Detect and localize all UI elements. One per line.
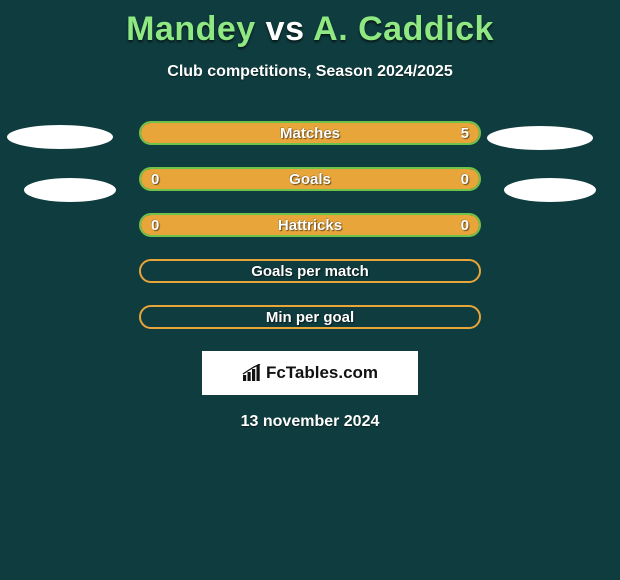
stat-row-min-per-goal: Min per goal (139, 305, 481, 329)
source-badge-inner: FcTables.com (242, 363, 378, 383)
stat-label: Min per goal (141, 307, 479, 327)
ellipse-1 (487, 126, 593, 150)
stat-value-left: 0 (151, 169, 159, 189)
ellipse-2 (24, 178, 116, 202)
stat-row-goals: Goals0 0 (139, 167, 481, 191)
stat-row-hattricks: Hattricks0 0 (139, 213, 481, 237)
stat-value-right: 0 (461, 169, 469, 189)
title-player1: Mandey (126, 10, 256, 48)
stat-label: Goals per match (141, 261, 479, 281)
title-player2: A. Caddick (313, 10, 494, 48)
bar-chart-icon (242, 364, 262, 382)
stats-rows: Matches5Goals00Hattricks00Goals per matc… (139, 121, 481, 329)
subtitle: Club competitions, Season 2024/2025 (0, 63, 620, 81)
page-title: Mandey vs A. Caddick (0, 0, 620, 49)
stat-label: Matches (141, 123, 479, 143)
source-badge-text: FcTables.com (266, 363, 378, 383)
stat-row-matches: Matches5 (139, 121, 481, 145)
title-vs: vs (266, 10, 305, 48)
stat-value-right: 0 (461, 215, 469, 235)
stat-value-left: 0 (151, 215, 159, 235)
ellipse-3 (504, 178, 596, 202)
ellipse-0 (7, 125, 113, 149)
stat-label: Goals (141, 169, 479, 189)
stat-label: Hattricks (141, 215, 479, 235)
date-text: 13 november 2024 (0, 413, 620, 431)
stat-value-right: 5 (461, 123, 469, 143)
stat-row-goals-per-match: Goals per match (139, 259, 481, 283)
source-badge: FcTables.com (202, 351, 418, 395)
